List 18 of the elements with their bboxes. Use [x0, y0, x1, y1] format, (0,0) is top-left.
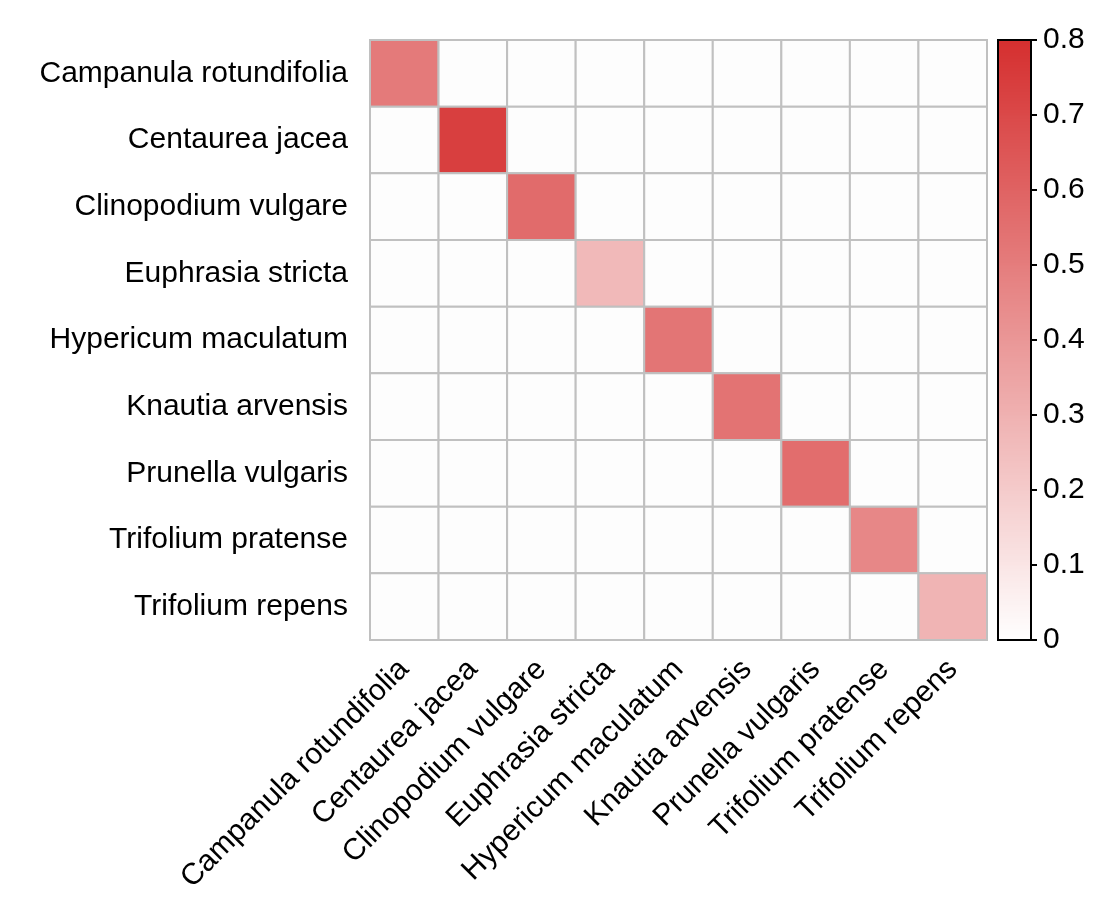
color-bar-label: 0.6 [1043, 171, 1085, 205]
y-tick-label: Centaurea jacea [127, 121, 349, 155]
y-tick-label: Campanula rotundifolia [39, 54, 349, 88]
color-bar-label: 0.8 [1043, 21, 1085, 55]
color-bar-label: 0.3 [1043, 396, 1085, 430]
y-tick-label: Euphrasia stricta [124, 254, 349, 288]
color-bar-label: 0 [1043, 621, 1060, 655]
color-bar-label: 0.5 [1043, 246, 1085, 280]
y-tick-label: Trifolium repens [134, 587, 348, 621]
y-tick-label: Clinopodium vulgare [74, 187, 348, 221]
color-bar-label: 0.1 [1043, 546, 1085, 580]
y-tick-label: Prunella vulgaris [126, 454, 348, 488]
y-tick-label: Hypericum maculatum [49, 321, 348, 355]
color-bar-label: 0.4 [1043, 321, 1085, 355]
color-bar-label: 0.2 [1043, 471, 1085, 505]
color-bar-label: 0.7 [1043, 96, 1085, 130]
y-tick-label: Knautia arvensis [126, 387, 348, 421]
y-tick-label: Trifolium pratense [109, 521, 348, 555]
